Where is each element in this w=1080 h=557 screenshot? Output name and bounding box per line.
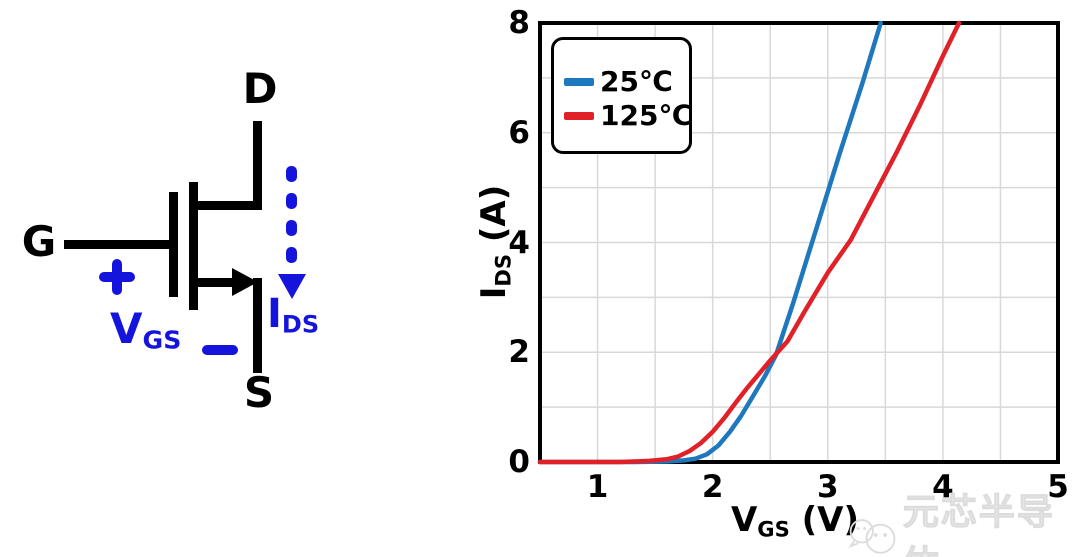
legend-label-125c: 125℃ (600, 99, 693, 132)
x-tick-label: 3 (816, 469, 839, 505)
drain-wire-vertical (253, 121, 262, 210)
watermark-text: 元芯半导体 (902, 492, 1055, 557)
source-terminal-label: S (243, 368, 275, 417)
x-axis-title: VGS (V) (700, 500, 890, 542)
chart-legend: 25℃ 125℃ (551, 37, 692, 154)
y-tick-label: 4 (508, 224, 530, 261)
y-axis-title: IDS (A) (474, 157, 516, 327)
y-tick-label: 8 (508, 5, 530, 41)
gate-plate-bar (169, 192, 178, 297)
legend-item-125c: 125℃ (564, 100, 692, 132)
x-tick-label: 4 (932, 469, 954, 505)
y-title-unit: (A) (474, 184, 514, 254)
watermark: 元芯半导体 (845, 483, 1080, 557)
gate-terminal-label: G (21, 217, 57, 266)
x-tick-label: 5 (1047, 469, 1069, 505)
source-wire-vertical (253, 278, 262, 373)
x-title-main: V (730, 500, 758, 540)
y-title-main: I (474, 286, 514, 300)
vgs-sub: GS (142, 325, 182, 355)
x-tick-label: 2 (701, 469, 724, 505)
legend-item-25c: 25℃ (564, 66, 673, 98)
vgs-main: V (110, 304, 143, 353)
x-title-sub: GS (757, 516, 790, 542)
ids-main: I (267, 291, 282, 337)
x-tick-label: 1 (586, 469, 609, 505)
legend-line-125c (564, 112, 594, 120)
y-title-sub: DS (490, 253, 516, 287)
ids-annotation: IDS (267, 294, 319, 336)
x-title-unit: (V) (789, 500, 860, 540)
vgs-annotation: VGS (110, 308, 181, 353)
drain-wire-horizontal (193, 201, 262, 210)
minus-icon (202, 345, 238, 355)
channel-bar (189, 182, 198, 310)
legend-line-25c (564, 78, 594, 86)
legend-label-25c: 25℃ (600, 65, 673, 98)
source-wire-horizontal (193, 278, 235, 287)
y-tick-label: 0 (508, 444, 530, 480)
drain-terminal-label: D (242, 64, 278, 113)
wechat-logo-icon (848, 519, 896, 554)
ids-sub: DS (281, 310, 320, 339)
y-tick-label: 2 (508, 334, 530, 371)
y-tick-label: 6 (508, 114, 530, 151)
gate-wire (64, 240, 170, 249)
